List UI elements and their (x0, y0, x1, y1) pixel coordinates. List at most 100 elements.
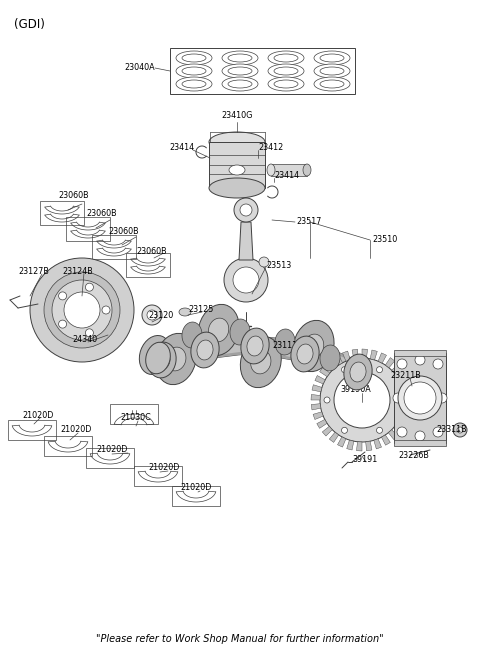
Bar (40, 201, 84, 225)
Ellipse shape (182, 54, 206, 62)
Circle shape (142, 305, 162, 325)
Ellipse shape (320, 345, 340, 371)
Text: 23311B: 23311B (436, 426, 467, 434)
Polygon shape (357, 441, 362, 451)
Ellipse shape (274, 67, 298, 75)
Ellipse shape (240, 337, 281, 388)
Ellipse shape (293, 320, 334, 372)
Ellipse shape (344, 354, 372, 390)
Polygon shape (394, 423, 405, 433)
Circle shape (397, 427, 407, 437)
Polygon shape (394, 440, 446, 446)
Ellipse shape (222, 77, 258, 91)
Ellipse shape (320, 67, 344, 75)
Text: 23040A: 23040A (124, 64, 155, 73)
Polygon shape (392, 364, 402, 374)
Circle shape (324, 397, 330, 403)
Ellipse shape (182, 67, 206, 75)
Text: 21020D: 21020D (60, 426, 91, 434)
Polygon shape (271, 164, 307, 176)
Circle shape (52, 280, 112, 340)
Ellipse shape (228, 67, 252, 75)
Polygon shape (394, 350, 446, 356)
Polygon shape (378, 353, 386, 363)
Polygon shape (385, 358, 395, 368)
Circle shape (102, 306, 110, 314)
Polygon shape (239, 222, 253, 260)
Polygon shape (399, 416, 409, 424)
Circle shape (30, 258, 134, 362)
Ellipse shape (274, 54, 298, 62)
Text: 24340: 24340 (72, 335, 97, 344)
Text: 23125: 23125 (188, 306, 214, 314)
Bar (170, 48, 355, 94)
Circle shape (453, 423, 467, 437)
Ellipse shape (228, 80, 252, 88)
Ellipse shape (209, 178, 265, 198)
Ellipse shape (320, 54, 344, 62)
Text: 23226B: 23226B (398, 451, 429, 459)
Bar (134, 466, 182, 486)
Ellipse shape (176, 64, 212, 78)
Circle shape (147, 310, 157, 320)
Ellipse shape (166, 347, 186, 371)
Polygon shape (317, 419, 327, 428)
Circle shape (433, 359, 443, 369)
Ellipse shape (268, 51, 304, 65)
Circle shape (259, 257, 269, 267)
Text: 23410G: 23410G (221, 110, 252, 119)
Ellipse shape (303, 164, 311, 176)
Bar (8, 420, 56, 440)
Text: 21030C: 21030C (120, 413, 151, 422)
Ellipse shape (275, 329, 295, 355)
Ellipse shape (314, 51, 350, 65)
Ellipse shape (228, 54, 252, 62)
Text: 21020D: 21020D (180, 483, 211, 493)
Text: 23414: 23414 (274, 171, 299, 180)
Polygon shape (403, 390, 413, 396)
Text: 23060B: 23060B (108, 226, 139, 236)
Ellipse shape (182, 322, 202, 348)
Circle shape (393, 393, 403, 403)
Ellipse shape (198, 304, 239, 356)
Circle shape (398, 376, 442, 420)
Ellipse shape (314, 64, 350, 78)
Polygon shape (315, 375, 325, 384)
Circle shape (415, 355, 425, 365)
Polygon shape (374, 439, 382, 449)
Text: 23414: 23414 (170, 144, 195, 152)
Ellipse shape (179, 308, 191, 316)
Ellipse shape (139, 335, 171, 375)
Circle shape (433, 427, 443, 437)
Ellipse shape (350, 362, 366, 382)
Circle shape (457, 427, 463, 433)
Circle shape (44, 272, 120, 348)
Text: (GDI): (GDI) (14, 18, 45, 31)
Polygon shape (362, 349, 368, 358)
Circle shape (341, 367, 348, 373)
Ellipse shape (182, 80, 206, 88)
Polygon shape (370, 350, 377, 360)
Polygon shape (401, 380, 411, 388)
Bar (44, 436, 92, 456)
Circle shape (320, 358, 404, 442)
Polygon shape (343, 351, 350, 361)
Ellipse shape (229, 165, 245, 175)
Bar (66, 217, 110, 241)
Polygon shape (326, 360, 336, 370)
Ellipse shape (268, 77, 304, 91)
Polygon shape (334, 355, 343, 365)
Circle shape (404, 382, 436, 414)
Polygon shape (347, 440, 354, 450)
Text: 39191: 39191 (352, 455, 377, 464)
Ellipse shape (222, 64, 258, 78)
Text: 23124B: 23124B (62, 266, 93, 276)
Ellipse shape (297, 344, 313, 364)
Ellipse shape (197, 340, 213, 360)
Circle shape (376, 427, 383, 434)
Polygon shape (311, 403, 321, 410)
Ellipse shape (208, 318, 229, 342)
Ellipse shape (247, 336, 263, 356)
Ellipse shape (303, 334, 324, 358)
Circle shape (224, 258, 268, 302)
